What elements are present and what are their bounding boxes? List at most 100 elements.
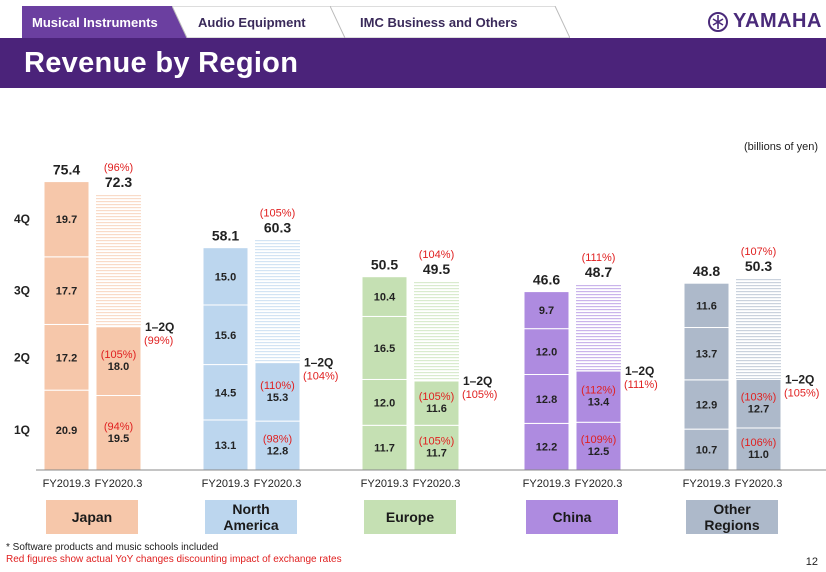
bar-segment-fy2019 xyxy=(202,304,249,366)
bar-segment-fy2020 xyxy=(95,326,142,397)
bar-total-fy2019: 46.6 xyxy=(533,272,560,288)
tab-label: Musical Instruments xyxy=(32,14,158,30)
segment-yoy: (110%) xyxy=(260,380,295,392)
quarter-label: 2Q xyxy=(14,350,30,364)
yamaha-logo: YAMAHA xyxy=(708,10,822,33)
segment-value: 11.7 xyxy=(374,443,395,455)
fy-label: FY2019.3 xyxy=(202,478,250,490)
bar-segment-fy2019 xyxy=(43,323,90,391)
bar-segment-fy2020 xyxy=(95,395,142,471)
segment-yoy: (98%) xyxy=(263,434,292,446)
segment-value: 18.0 xyxy=(108,361,129,373)
h1-yoy: (105%) xyxy=(784,387,819,399)
segment-yoy: (106%) xyxy=(741,437,776,449)
tab-audio-equipment[interactable]: Audio Equipment xyxy=(172,6,347,38)
fy-label: FY2019.3 xyxy=(361,478,409,490)
segment-value: 12.5 xyxy=(588,446,609,458)
segment-value: 11.6 xyxy=(696,300,717,312)
quarter-label: 1Q xyxy=(14,423,30,437)
tab-imc-business[interactable]: IMC Business and Others xyxy=(330,6,570,38)
h1-yoy: (99%) xyxy=(144,335,173,347)
segment-value: 12.9 xyxy=(696,399,717,411)
h1-yoy: (104%) xyxy=(303,371,338,383)
bar-segment-fy2019 xyxy=(43,181,90,258)
fy-label: FY2019.3 xyxy=(683,478,731,490)
bar-segment-fy2020 xyxy=(413,424,460,471)
logo-text: YAMAHA xyxy=(733,10,822,32)
tab-musical-instruments[interactable]: Musical Instruments xyxy=(22,6,187,38)
segment-value: 12.0 xyxy=(374,397,395,409)
segment-value: 12.7 xyxy=(748,404,769,416)
total-yoy: (107%) xyxy=(741,246,776,258)
bar-total-fy2020: 49.5 xyxy=(423,261,450,277)
footnote-line-2: Red figures show actual YoY changes disc… xyxy=(6,554,342,565)
footnote: * Software products and music schools in… xyxy=(6,542,342,566)
unit-note: (billions of yen) xyxy=(744,141,818,153)
segment-value: 17.7 xyxy=(56,286,77,298)
total-yoy: (96%) xyxy=(104,162,133,174)
bar-segment-fy2020 xyxy=(735,378,782,429)
segment-value: 19.5 xyxy=(108,433,129,445)
bar-total-fy2019: 50.5 xyxy=(371,257,398,273)
bar-total-fy2019: 75.4 xyxy=(53,162,80,178)
fy-label: FY2019.3 xyxy=(43,478,91,490)
page-number: 12 xyxy=(805,556,818,568)
quarter-label: 3Q xyxy=(14,284,30,298)
page-title: Revenue by Region xyxy=(24,47,299,79)
tab-shape xyxy=(22,6,187,38)
footnote-line-1: * Software products and music schools in… xyxy=(6,542,219,553)
region-label: North America xyxy=(205,500,297,534)
bar-total-fy2019: 58.1 xyxy=(212,228,239,244)
bar-total-fy2020: 60.3 xyxy=(264,220,291,236)
fy-label: FY2020.3 xyxy=(413,478,461,490)
bar-segment-fy2019 xyxy=(361,424,408,471)
tuning-forks-icon xyxy=(708,11,728,32)
segment-yoy: (103%) xyxy=(741,392,776,404)
segment-value: 13.4 xyxy=(588,397,610,409)
bar-segment-fy2019 xyxy=(202,364,249,421)
fy-label: FY2020.3 xyxy=(575,478,623,490)
bar-total-fy2019: 48.8 xyxy=(693,263,720,279)
segment-value: 12.2 xyxy=(536,442,557,454)
segment-yoy: (105%) xyxy=(101,349,136,361)
bar-total-fy2020: 50.3 xyxy=(745,258,772,274)
quarter-label: 4Q xyxy=(14,212,30,226)
fy-label: FY2020.3 xyxy=(254,478,302,490)
region-label: Japan xyxy=(46,500,138,534)
segment-value: 12.0 xyxy=(536,347,557,359)
h1-yoy: (111%) xyxy=(624,379,658,391)
segment-value: 10.7 xyxy=(696,445,717,457)
bar-segment-fy2019 xyxy=(43,256,90,325)
tab-bar: Musical Instruments Audio Equipment IMC … xyxy=(0,0,826,40)
bar-segment-fy2020 xyxy=(254,362,301,422)
segment-value: 15.0 xyxy=(215,271,236,283)
title-bar: Revenue by Region xyxy=(0,38,826,88)
bar-segment-fy2020 xyxy=(254,420,301,471)
segment-value: 13.7 xyxy=(696,349,717,361)
h1-label: 1–2Q xyxy=(304,356,333,370)
bar-segment-fy2019 xyxy=(361,378,408,426)
bar-segment-fy2019 xyxy=(361,276,408,317)
segment-yoy: (105%) xyxy=(419,391,454,403)
segment-value: 14.5 xyxy=(215,387,236,399)
region-label: China xyxy=(526,500,618,534)
segment-value: 11.0 xyxy=(748,449,769,461)
segment-value: 15.6 xyxy=(215,330,236,342)
segment-yoy: (112%) xyxy=(581,385,616,397)
bar-segment-fy2019 xyxy=(683,327,730,381)
total-yoy: (104%) xyxy=(419,249,454,261)
region-label: Europe xyxy=(364,500,456,534)
segment-value: 11.7 xyxy=(426,448,447,460)
segment-value: 10.4 xyxy=(374,292,396,304)
bar-segment-fy2020 xyxy=(575,370,622,423)
segment-value: 17.2 xyxy=(56,352,77,364)
tab-shape xyxy=(172,6,347,38)
total-yoy: (111%) xyxy=(582,252,616,264)
segment-yoy: (94%) xyxy=(104,421,133,433)
bar-segment-fy2019 xyxy=(523,291,570,330)
bar-segment-fy2019 xyxy=(683,282,730,329)
h1-label: 1–2Q xyxy=(463,374,492,388)
segment-value: 15.3 xyxy=(267,392,288,404)
fy-label: FY2020.3 xyxy=(735,478,783,490)
